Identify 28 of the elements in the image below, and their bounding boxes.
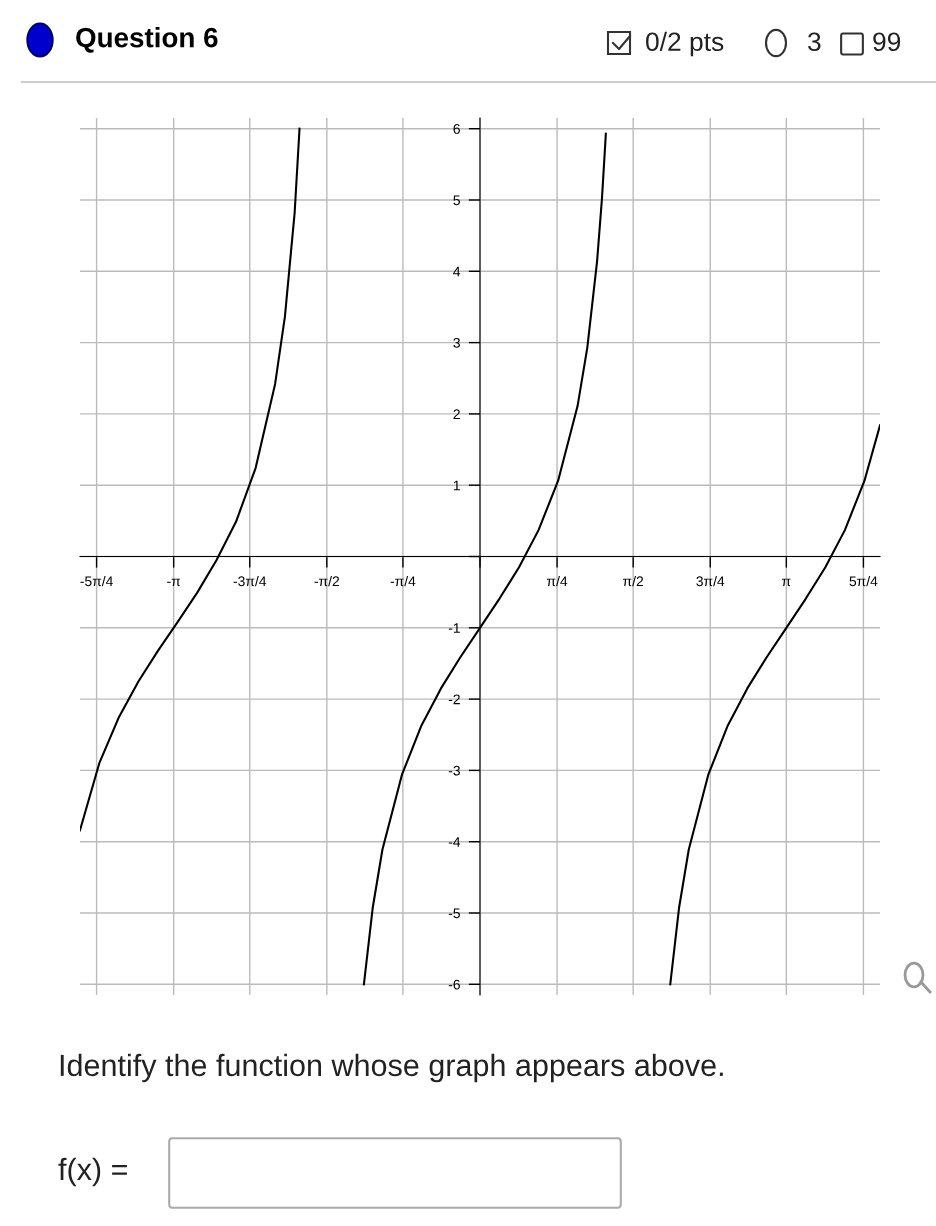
text: 99 — [873, 32, 901, 52]
x-tick-label: 3π/4 — [696, 575, 725, 587]
y-tick-label: 6 — [453, 124, 460, 134]
x-tick-label: -3π/4 — [233, 575, 267, 587]
text: 3 — [808, 32, 821, 52]
x-tick-label: π/2 — [623, 575, 644, 587]
x-tick-label: π/4 — [547, 575, 568, 587]
x-tick-label: π — [782, 578, 791, 587]
x-tick-label: 5π/4 — [849, 575, 878, 587]
y-tick-label: 5 — [453, 195, 460, 206]
text: f(x) = — [58, 1157, 127, 1187]
text: 0/2 pts — [646, 31, 724, 57]
y-tick-label: 3 — [453, 337, 460, 348]
chart-title: Question 6 — [76, 27, 218, 53]
y-tick-label: 2 — [453, 409, 460, 419]
x-tick-label: -5π/4 — [80, 575, 113, 587]
y-tick-label: -2 — [448, 694, 460, 705]
y-tick-label: -6 — [448, 979, 460, 990]
x-tick-label: -π — [167, 578, 181, 587]
y-tick-label: -1 — [448, 623, 460, 633]
text: Identify the function whose graph appears above. — [60, 1053, 723, 1083]
y-tick-label: -3 — [448, 765, 460, 776]
x-tick-label: -π/2 — [314, 575, 340, 587]
y-tick-label: 4 — [453, 266, 461, 277]
x-tick-label: -π/4 — [390, 575, 416, 587]
y-tick-label: 1 — [453, 480, 460, 491]
y-tick-label: -4 — [448, 837, 461, 847]
y-tick-label: -5 — [448, 908, 460, 919]
